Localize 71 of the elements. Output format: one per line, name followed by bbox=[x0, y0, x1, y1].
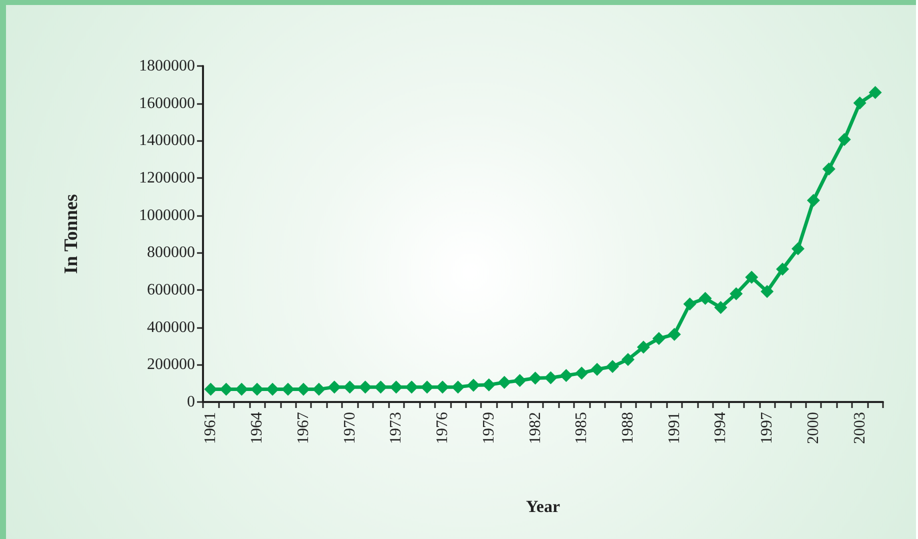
y-tick-label: 600000 bbox=[147, 282, 195, 298]
y-tick-label: 1000000 bbox=[139, 206, 195, 224]
point bbox=[250, 382, 264, 396]
point bbox=[266, 382, 280, 396]
x-tick-label: 1964 bbox=[248, 412, 266, 444]
y-tick-label: 1400000 bbox=[139, 132, 195, 150]
point bbox=[482, 378, 496, 392]
point bbox=[792, 242, 804, 256]
point bbox=[466, 378, 480, 392]
point bbox=[868, 86, 882, 100]
x-tick-label: 1970 bbox=[341, 412, 358, 444]
point bbox=[806, 194, 820, 207]
x-tick-label: 1976 bbox=[434, 412, 452, 444]
point bbox=[405, 380, 418, 394]
point bbox=[560, 368, 573, 382]
point bbox=[390, 380, 403, 394]
point bbox=[838, 133, 851, 146]
point bbox=[452, 380, 464, 394]
point bbox=[575, 366, 588, 380]
x-tick-label: 1982 bbox=[526, 412, 544, 444]
y-tick-label: 0 bbox=[187, 394, 195, 410]
x-tick-label: 2003 bbox=[851, 412, 868, 444]
point bbox=[312, 382, 326, 396]
point bbox=[853, 96, 866, 110]
point bbox=[730, 287, 743, 300]
x-axis-title: Year bbox=[526, 497, 560, 516]
point bbox=[204, 382, 218, 396]
x-tick-label: 1994 bbox=[712, 412, 730, 444]
point bbox=[590, 362, 604, 376]
x-tick-label: 1985 bbox=[573, 412, 590, 444]
point bbox=[374, 380, 388, 394]
point bbox=[606, 360, 620, 374]
point bbox=[358, 380, 372, 394]
point bbox=[636, 340, 650, 354]
y-axis-title: In Tonnes bbox=[61, 194, 82, 274]
point bbox=[683, 298, 696, 310]
point bbox=[822, 162, 836, 176]
point bbox=[544, 371, 558, 384]
point bbox=[296, 382, 310, 396]
x-tick-label: 1991 bbox=[666, 412, 683, 444]
point bbox=[760, 284, 774, 298]
y-tick-label: 200000 bbox=[147, 356, 195, 374]
x-tick-label: 1973 bbox=[388, 412, 405, 444]
point bbox=[622, 352, 634, 366]
x-tick-label: 1967 bbox=[294, 412, 312, 444]
x-tick-label: 1979 bbox=[480, 412, 498, 444]
point bbox=[528, 372, 542, 385]
point bbox=[776, 262, 790, 276]
point bbox=[513, 374, 526, 388]
point bbox=[714, 301, 728, 314]
y-tick-label: 1200000 bbox=[139, 170, 195, 186]
point bbox=[652, 332, 666, 346]
y-tick-label: 1600000 bbox=[139, 94, 195, 112]
point bbox=[343, 380, 356, 394]
point bbox=[436, 380, 450, 394]
point bbox=[235, 382, 248, 396]
point bbox=[420, 380, 434, 394]
point bbox=[328, 380, 341, 394]
point bbox=[698, 292, 712, 305]
point bbox=[668, 328, 681, 341]
x-tick-label: 1961 bbox=[202, 412, 220, 444]
x-tick-label: 1997 bbox=[758, 412, 776, 444]
x-tick-label: 2000 bbox=[804, 412, 822, 444]
y-tick-label: 1800000 bbox=[139, 58, 195, 74]
y-tick-label: 400000 bbox=[147, 318, 195, 336]
x-tick-label: 1988 bbox=[620, 412, 636, 444]
point bbox=[745, 270, 758, 284]
y-tick-label: 800000 bbox=[147, 244, 195, 262]
point bbox=[498, 376, 511, 389]
point bbox=[220, 382, 233, 396]
point bbox=[282, 382, 294, 396]
